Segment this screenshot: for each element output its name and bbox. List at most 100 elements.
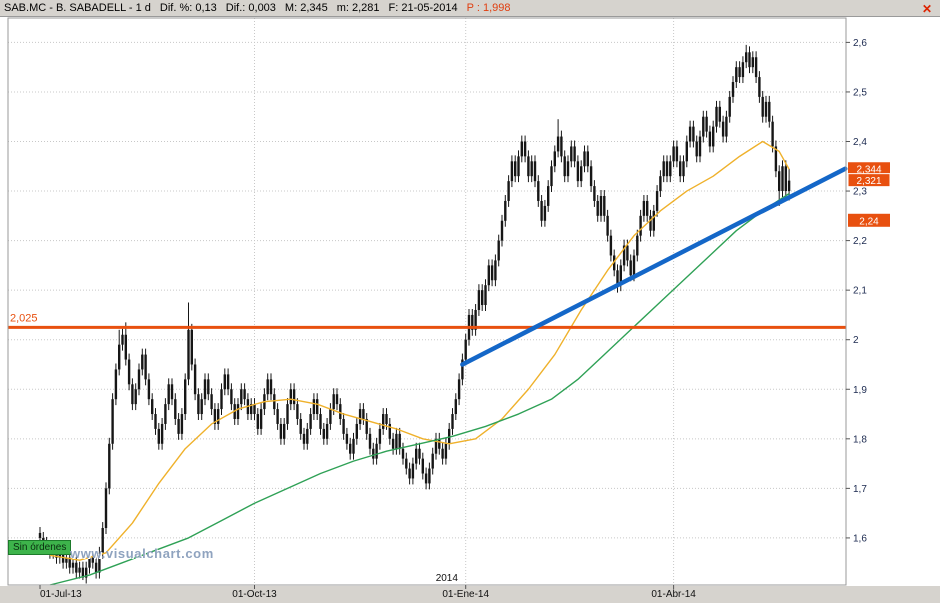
candle-body [636, 235, 639, 256]
candle-body [316, 399, 319, 415]
candle-body [708, 131, 712, 147]
candle-body [362, 409, 365, 419]
candle-body [226, 374, 230, 390]
price-badge-label: 2,344 [856, 165, 881, 176]
no-orders-badge: Sin órdenes [8, 540, 72, 555]
candle-body [457, 379, 461, 400]
candle-body [342, 418, 345, 434]
candle-body [395, 433, 398, 449]
ma-fast-line [49, 140, 790, 561]
candle-body [563, 156, 566, 177]
x-axis-strip [0, 586, 940, 603]
candle-body [184, 379, 187, 415]
candle-body [461, 359, 464, 380]
candle-body [606, 215, 609, 236]
candle-body [560, 136, 563, 157]
candle-body [352, 438, 355, 454]
candle-body [692, 126, 695, 142]
candle-body [477, 290, 481, 310]
candle-body [540, 200, 543, 221]
close-icon[interactable]: ✕ [921, 2, 933, 16]
candle-body [398, 433, 401, 449]
trend-line [460, 166, 848, 367]
candle-body [253, 404, 256, 415]
candle-body [372, 448, 375, 459]
candle-body [210, 394, 213, 410]
candle-body [444, 443, 448, 459]
candle-body [438, 438, 441, 449]
candle-body [408, 468, 411, 479]
candle-body [200, 399, 203, 415]
candle-body [349, 443, 352, 454]
candle-body [507, 181, 510, 201]
y-tick-label: 1,9 [853, 385, 867, 396]
candle-body [81, 567, 85, 578]
candle-body [481, 290, 484, 306]
candle-body [451, 414, 454, 429]
candle-body [401, 448, 405, 459]
candle-body [721, 121, 725, 137]
candle-body [771, 121, 774, 147]
candle-body [629, 260, 632, 276]
candle-body [345, 433, 349, 444]
price-badge [847, 173, 891, 188]
candle-body [679, 161, 682, 177]
y-tick-label: 2,3 [853, 187, 867, 198]
candle-body [609, 235, 613, 256]
candle-body [98, 552, 101, 573]
candle-body [144, 354, 147, 380]
candle-body [441, 448, 444, 459]
candle-body [728, 96, 731, 117]
candle-body [415, 448, 418, 464]
candle-body [197, 394, 200, 415]
candle-body [137, 369, 141, 390]
candle-body [758, 77, 761, 97]
candle-body [71, 562, 75, 568]
x-tick-label: 01-Jul-13 [40, 589, 82, 600]
candle-body [626, 245, 629, 261]
candle-body [471, 314, 474, 330]
candle-body [187, 329, 190, 380]
candle-body [514, 161, 517, 177]
candle-body [88, 557, 91, 568]
candle-body [355, 423, 358, 439]
candle-body [586, 151, 589, 167]
candle-body [619, 265, 622, 286]
candle-body [490, 265, 494, 281]
candle-body [787, 180, 791, 192]
candle-body [220, 389, 223, 410]
candle-body [464, 339, 467, 360]
candle-body [474, 309, 477, 330]
candle-body [454, 399, 457, 415]
candle-body [738, 67, 741, 78]
candle-body [566, 161, 570, 177]
candle-body [134, 389, 137, 405]
candle-body [157, 428, 160, 444]
candle-body [665, 161, 669, 177]
candle-body [111, 399, 114, 444]
candle-body [712, 126, 715, 147]
candle-body [127, 359, 131, 385]
candle-body [764, 101, 768, 117]
candle-body [332, 394, 335, 410]
candle-body [121, 334, 124, 345]
y-tick-label: 2,4 [853, 137, 867, 148]
dif-pct-value: Dif. %: 0,13 [159, 2, 217, 14]
candle-body [675, 146, 679, 162]
dif-value: Dif.: 0,003 [225, 2, 276, 14]
candle-body [299, 418, 302, 434]
candle-body [151, 399, 154, 415]
candle-body [174, 399, 177, 419]
candle-body [715, 106, 718, 127]
candle-body [639, 215, 642, 236]
candle-body [378, 428, 382, 444]
candle-body [256, 414, 259, 429]
candle-body [91, 557, 94, 563]
candle-body [570, 146, 573, 162]
candle-body [365, 418, 368, 434]
candle-body [65, 557, 68, 563]
candle-body [530, 161, 533, 177]
candle-body [497, 240, 500, 261]
candle-body [510, 161, 514, 182]
